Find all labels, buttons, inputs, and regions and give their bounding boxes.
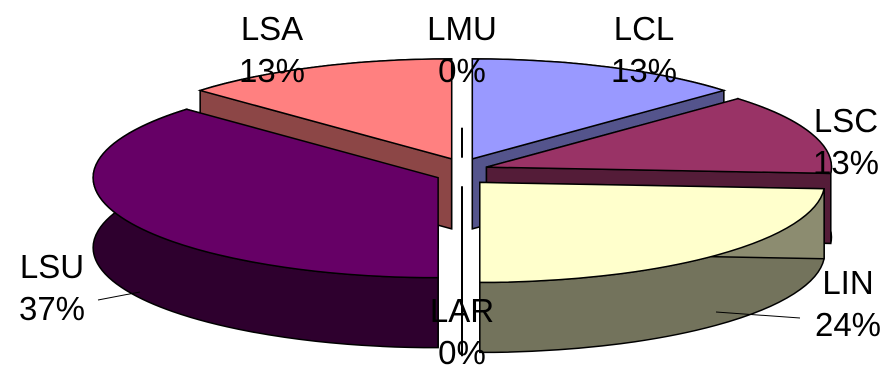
value-lsc: 13%: [813, 144, 879, 181]
label-lsa: LSA: [241, 10, 303, 47]
label-lin: LIN: [822, 264, 873, 301]
label-lar: LAR: [430, 292, 494, 329]
value-lcl: 13%: [611, 52, 677, 89]
value-lmu: 0%: [438, 52, 486, 89]
value-lsa: 13%: [239, 52, 305, 89]
label-lmu: LMU: [427, 10, 497, 47]
label-lcl: LCL: [614, 10, 675, 47]
value-lar: 0%: [438, 334, 486, 371]
leader-lsu: [98, 292, 140, 300]
value-lsu: 37%: [19, 290, 85, 327]
label-lsc: LSC: [814, 102, 878, 139]
value-lin: 24%: [815, 306, 881, 343]
label-lsu: LSU: [20, 248, 84, 285]
